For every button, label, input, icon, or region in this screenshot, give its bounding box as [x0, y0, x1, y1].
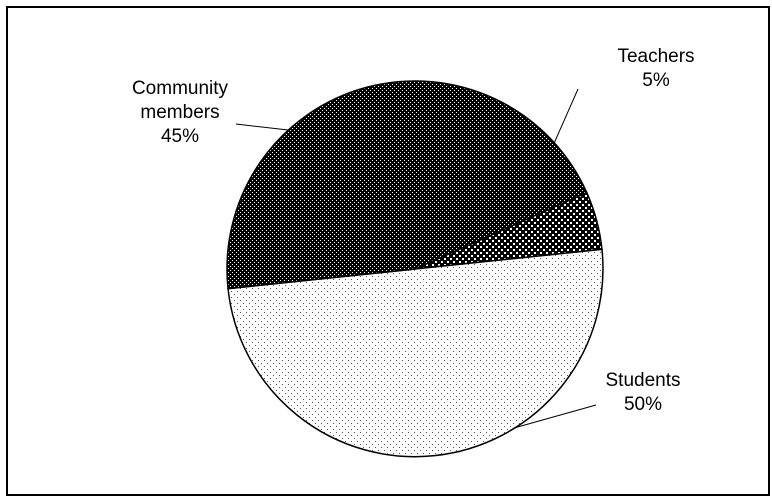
slice-label-community-members: Community members 45% — [132, 78, 229, 147]
leader-line-teachers — [551, 88, 579, 149]
pie-slices — [226, 80, 604, 458]
pie-slice-students — [227, 248, 604, 458]
pie-slice-community-members — [226, 80, 588, 290]
slice-labels: Teachers 5% Students 50% Community members 45% — [132, 46, 695, 415]
slice-label-line: 50% — [624, 394, 662, 415]
slice-label-line: members — [140, 102, 219, 123]
leader-line-students — [513, 404, 597, 429]
slice-label-line: Community — [132, 78, 229, 99]
leader-lines — [235, 88, 597, 429]
slice-label-line: 45% — [161, 126, 199, 147]
slice-label-line: Teachers — [617, 46, 694, 67]
leader-line-community-members — [235, 123, 289, 131]
slice-label-line: 5% — [642, 70, 670, 91]
slice-label-students: Students 50% — [606, 370, 681, 415]
slice-label-line: Students — [606, 370, 681, 391]
slice-label-teachers: Teachers 5% — [617, 46, 694, 91]
